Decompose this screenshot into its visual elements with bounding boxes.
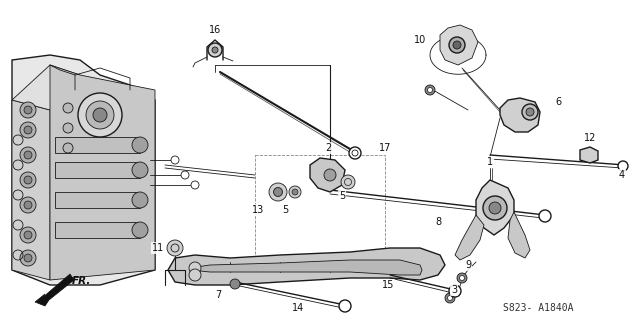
- Circle shape: [460, 276, 465, 281]
- Text: 9: 9: [465, 260, 471, 270]
- Circle shape: [167, 240, 183, 256]
- Bar: [55, 162, 140, 178]
- Text: 2: 2: [325, 143, 331, 153]
- Text: S823- A1840A: S823- A1840A: [503, 303, 573, 313]
- Circle shape: [341, 175, 355, 189]
- Polygon shape: [168, 248, 445, 285]
- Polygon shape: [35, 274, 74, 306]
- Circle shape: [425, 85, 435, 95]
- Circle shape: [24, 176, 32, 184]
- Circle shape: [20, 102, 36, 118]
- Circle shape: [526, 108, 534, 116]
- Circle shape: [269, 183, 287, 201]
- Circle shape: [20, 197, 36, 213]
- Circle shape: [230, 279, 240, 289]
- Bar: [55, 222, 140, 238]
- Polygon shape: [12, 55, 155, 285]
- Circle shape: [339, 300, 351, 312]
- Text: 1: 1: [487, 157, 493, 167]
- Circle shape: [20, 227, 36, 243]
- Text: 15: 15: [382, 280, 394, 290]
- Circle shape: [453, 41, 461, 49]
- Circle shape: [86, 101, 114, 129]
- Text: 3: 3: [451, 285, 457, 295]
- Text: 4: 4: [619, 170, 625, 180]
- Bar: [255, 155, 385, 260]
- Circle shape: [208, 43, 222, 57]
- Polygon shape: [12, 65, 80, 110]
- Circle shape: [63, 123, 73, 133]
- Text: 11: 11: [152, 243, 164, 253]
- Polygon shape: [12, 100, 50, 280]
- Circle shape: [449, 285, 461, 297]
- Circle shape: [20, 172, 36, 188]
- Polygon shape: [476, 180, 514, 235]
- Circle shape: [189, 269, 201, 281]
- Polygon shape: [508, 212, 530, 258]
- Circle shape: [273, 188, 282, 196]
- Polygon shape: [190, 260, 422, 275]
- Circle shape: [63, 103, 73, 113]
- Text: 5: 5: [282, 205, 288, 215]
- Circle shape: [20, 147, 36, 163]
- Polygon shape: [440, 25, 478, 65]
- Circle shape: [24, 106, 32, 114]
- Polygon shape: [455, 215, 484, 260]
- Text: 10: 10: [414, 35, 426, 45]
- Circle shape: [212, 47, 218, 53]
- Circle shape: [20, 250, 36, 266]
- Bar: [55, 192, 140, 208]
- Text: 12: 12: [584, 133, 596, 143]
- Circle shape: [78, 93, 122, 137]
- Text: 8: 8: [435, 217, 441, 227]
- Circle shape: [132, 162, 148, 178]
- Circle shape: [24, 201, 32, 209]
- Text: 7: 7: [215, 290, 221, 300]
- Polygon shape: [580, 147, 598, 163]
- Circle shape: [289, 186, 301, 198]
- Circle shape: [181, 171, 189, 179]
- Circle shape: [483, 196, 507, 220]
- Circle shape: [132, 222, 148, 238]
- Circle shape: [132, 192, 148, 208]
- Polygon shape: [310, 158, 345, 192]
- Circle shape: [189, 262, 201, 274]
- Circle shape: [349, 147, 361, 159]
- Circle shape: [63, 143, 73, 153]
- Circle shape: [447, 295, 452, 300]
- Circle shape: [457, 273, 467, 283]
- Circle shape: [24, 151, 32, 159]
- Text: 17: 17: [379, 143, 391, 153]
- Circle shape: [445, 293, 455, 303]
- Circle shape: [24, 231, 32, 239]
- Circle shape: [292, 189, 298, 195]
- Circle shape: [618, 161, 628, 171]
- Circle shape: [522, 104, 538, 120]
- Circle shape: [24, 254, 32, 262]
- Polygon shape: [500, 98, 540, 132]
- Text: 16: 16: [209, 25, 221, 35]
- Text: 6: 6: [555, 97, 561, 107]
- Circle shape: [449, 37, 465, 53]
- Circle shape: [93, 108, 107, 122]
- Polygon shape: [50, 65, 155, 280]
- Circle shape: [489, 202, 501, 214]
- Text: FR.: FR.: [72, 276, 92, 286]
- Circle shape: [20, 122, 36, 138]
- Circle shape: [539, 210, 551, 222]
- Circle shape: [171, 156, 179, 164]
- Circle shape: [24, 126, 32, 134]
- Text: 5: 5: [339, 191, 345, 201]
- Circle shape: [428, 87, 433, 92]
- Text: 14: 14: [292, 303, 304, 313]
- Circle shape: [324, 169, 336, 181]
- Circle shape: [132, 137, 148, 153]
- Text: 13: 13: [252, 205, 264, 215]
- Bar: [55, 137, 140, 153]
- Circle shape: [191, 181, 199, 189]
